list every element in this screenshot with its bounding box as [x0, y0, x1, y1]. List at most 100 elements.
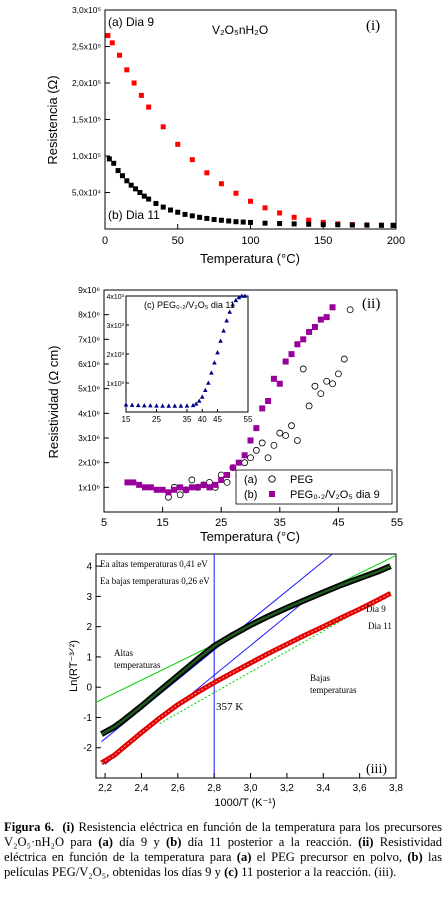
data-point-dia11	[277, 221, 283, 227]
annotation-high-temp-1: Altas	[114, 648, 133, 658]
data-point-peg-v2o5	[177, 484, 184, 491]
data-point-peg-v2o5	[171, 486, 178, 493]
data-point-dia11	[137, 190, 143, 195]
data-point-peg	[258, 439, 266, 447]
caption-bold: (a)	[98, 835, 113, 849]
data-point-peg-v2o5	[270, 375, 277, 382]
inset-label: (c) PEG₀.₂/V₂O₅ dia 11	[144, 300, 235, 310]
plot-frame	[103, 289, 398, 513]
data-point-peg-v2o5	[329, 304, 336, 311]
inset-data-point	[242, 293, 248, 298]
data-point-peg-v2o5	[212, 481, 219, 488]
annotation-dia9: Dia 9	[366, 604, 386, 614]
data-point-peg-v2o5	[247, 437, 254, 444]
data-point-peg-v2o5	[224, 472, 231, 478]
data-point-peg	[340, 355, 348, 363]
inset-y-tick-label: 1x10³	[106, 381, 124, 388]
data-point-peg-v2o5	[265, 398, 272, 404]
annotation-low-temp-1: Bajas	[310, 673, 330, 683]
x-tick-label: 3,2	[280, 783, 294, 794]
data-point-peg	[311, 382, 319, 390]
inset-x-tick-label: 15	[122, 415, 131, 424]
y-tick-label: 0	[86, 683, 92, 694]
resistance-chart: 0 50 100 150 200 5,0x10⁴ 1,0x10⁵ 1,5x10⁵ 2,0x10⁵…	[45, 5, 405, 266]
y-tick-label: -2	[83, 743, 92, 754]
data-point-peg-v2o5	[276, 380, 283, 387]
data-point-dia9	[233, 190, 239, 196]
annotation-ea-high: Ea altas temperaturas 0,41 eV	[100, 559, 208, 569]
inset-data-point	[184, 403, 190, 408]
data-point-peg-v2o5	[142, 484, 149, 491]
data-point-dia11	[378, 222, 384, 228]
annotation-low-temp-2: temperaturas	[310, 685, 357, 695]
data-point-peg-v2o5	[259, 405, 266, 412]
data-point-dia9	[262, 205, 268, 211]
y-tick-label: 9x10⁶	[78, 285, 100, 295]
y-tick-label: 2,5x10⁵	[72, 42, 101, 52]
y-axis-title: Resistividad (Ω cm)	[46, 345, 61, 458]
data-point-dia9	[131, 80, 137, 86]
y-tick-label: 2	[86, 622, 92, 633]
y-tick-label: 6x10⁶	[78, 359, 100, 369]
data-point-dia11	[182, 211, 188, 217]
inset-data-point	[166, 403, 171, 408]
caption-bold: (i)	[62, 820, 75, 834]
annotation-ea-low: Ea bajas temperaturas 0,26 eV	[100, 576, 210, 586]
data-point-dia11	[291, 221, 297, 227]
inset-y-tick-label: 3x10³	[106, 323, 124, 330]
inset-data-point	[212, 360, 217, 365]
data-point-peg-v2o5	[136, 481, 143, 488]
data-point-dia11	[119, 173, 125, 179]
data-point-dia11	[306, 221, 312, 227]
data-point-dia11	[111, 160, 117, 166]
panel-label: (iii)	[366, 762, 387, 777]
data-point-peg-v2o5	[194, 484, 201, 491]
data-point-dia11	[146, 196, 152, 202]
caption-bold: (ii)	[358, 835, 374, 849]
x-axis-title: Temperatura (°C)	[200, 251, 300, 266]
plot-frame	[95, 553, 397, 779]
annotation-dia11: Dia 11	[368, 621, 392, 631]
data-point-peg	[293, 437, 301, 444]
inset-data-point	[196, 398, 202, 403]
inset-data-point	[203, 387, 208, 393]
inset-data-point	[190, 402, 196, 408]
data-point-dia9	[105, 33, 111, 39]
data-point-dia9	[306, 217, 312, 223]
data-point-dia11	[128, 182, 134, 188]
caption-bold: (b)	[407, 850, 423, 864]
data-point-dia11	[364, 222, 370, 228]
data-point-dia11	[211, 217, 217, 223]
plot-frame	[104, 9, 397, 230]
y-tick-label: 5x10⁶	[78, 384, 100, 394]
data-point-dia11	[204, 215, 210, 221]
data-point-peg-v2o5	[323, 314, 330, 321]
caption-bold: (a)	[236, 850, 252, 864]
data-point-peg	[305, 402, 313, 410]
data-point-dia11	[349, 222, 355, 228]
x-tick-label: 2,8	[207, 783, 221, 794]
data-point-peg-v2o5	[147, 484, 154, 491]
legend-entry-peg: PEG	[290, 474, 313, 486]
inset-data-point	[123, 402, 129, 407]
data-point-dia11	[175, 209, 181, 215]
caption-text: 11 posterior a la reacción. (iii).	[238, 865, 397, 879]
x-tick-label: 25	[215, 517, 227, 529]
inset-data-point	[193, 401, 199, 406]
y-tick-label: 3x10⁶	[78, 433, 100, 443]
data-point-peg	[252, 446, 260, 454]
x-tick-label: 0	[102, 235, 108, 247]
series-curve-dia9	[100, 563, 392, 737]
x-tick-label: 3,0	[244, 783, 258, 794]
data-point-peg-v2o5	[253, 425, 260, 432]
data-point-peg-v2o5	[130, 479, 137, 486]
caption-text: día 9 y	[112, 835, 167, 849]
data-point-dia9	[124, 67, 130, 73]
data-point-dia9	[138, 92, 144, 98]
inset-x-tick-label: 35	[183, 415, 192, 424]
data-point-peg-v2o5	[317, 316, 324, 323]
inset-data-point	[215, 350, 220, 355]
data-point-peg-v2o5	[159, 486, 166, 493]
resistivity-chart: 5 15 25 35 45 55 1x10⁶ 2x10⁶ 3x10⁶ 4x10⁶ 5x10⁶ 6x10…	[46, 285, 403, 544]
y-tick-label: 8x10⁶	[78, 310, 100, 320]
